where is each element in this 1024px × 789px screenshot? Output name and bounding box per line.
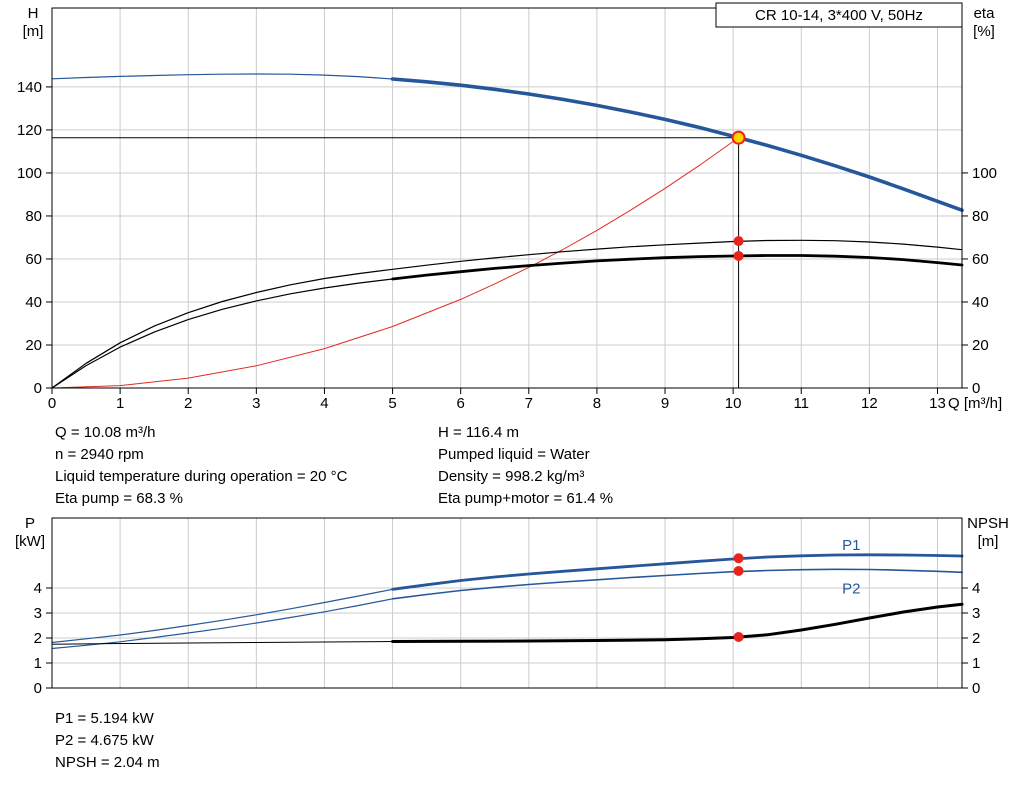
- bottom-tick-label: 4: [320, 395, 328, 412]
- right-tick-label: 4: [972, 580, 980, 597]
- series-eta-pump-motor-thin: [51, 278, 394, 389]
- right-axis-title: eta: [974, 5, 996, 22]
- pump-title: CR 10-14, 3*400 V, 50Hz: [755, 7, 923, 24]
- bottom-tick-label: 2: [184, 395, 192, 412]
- left-tick-label: 40: [25, 294, 42, 311]
- p1-point: [733, 553, 744, 564]
- left-tick-label: 120: [17, 122, 42, 139]
- readout-speed: n = 2940 rpm: [55, 446, 144, 463]
- bottom-tick-label: 13: [929, 395, 946, 412]
- duty-point-readouts: Q = 10.08 m³/h n = 2940 rpm Liquid tempe…: [0, 415, 1024, 510]
- left-tick-label: 3: [34, 605, 42, 622]
- series-eta-pump-motor: [391, 254, 964, 281]
- left-tick-label: 4: [34, 580, 42, 597]
- bottom-tick-label: 3: [252, 395, 260, 412]
- readout-pumped-liquid: Pumped liquid = Water: [438, 446, 590, 463]
- readout-column-right: H = 116.4 m Pumped liquid = Water Densit…: [438, 422, 613, 510]
- right-tick-label: 20: [972, 337, 989, 354]
- power-readouts: P1 = 5.194 kW P2 = 4.675 kW NPSH = 2.04 …: [0, 700, 1024, 789]
- eta-pump-point: [733, 236, 744, 247]
- right-tick-label: 80: [972, 208, 989, 225]
- left-tick-label: 140: [17, 79, 42, 96]
- bottom-tick-label: 5: [388, 395, 396, 412]
- readout-p1: P1 = 5.194 kW: [55, 710, 154, 727]
- left-tick-label: 0: [34, 680, 42, 697]
- bottom-tick-label: 10: [725, 395, 742, 412]
- series-npsh: [391, 602, 964, 643]
- left-tick-label: 20: [25, 337, 42, 354]
- bottom-tick-label: 11: [793, 395, 809, 412]
- series-p1: [391, 553, 964, 591]
- readout-column-left: Q = 10.08 m³/h n = 2940 rpm Liquid tempe…: [55, 422, 347, 510]
- series-p2-thin: [51, 598, 394, 650]
- operating-point: [731, 130, 746, 145]
- plot-border: [51, 517, 963, 689]
- readout-eta-pump-motor: Eta pump+motor = 61.4 %: [438, 490, 614, 507]
- left-axis-unit: [kW]: [15, 533, 45, 550]
- series-system-curve: [51, 137, 740, 389]
- right-axis-unit: [%]: [973, 23, 995, 40]
- right-tick-label: 3: [972, 605, 980, 622]
- left-axis-unit: [m]: [23, 23, 44, 40]
- series-eta-pump: [51, 239, 963, 389]
- plot-border: [51, 7, 963, 389]
- left-tick-label: 100: [17, 165, 42, 182]
- pump-title-box: [715, 2, 963, 28]
- bottom-tick-label: 7: [525, 395, 533, 412]
- readout-eta-pump: Eta pump = 68.3 %: [55, 490, 183, 507]
- bottom-tick-label: 0: [48, 395, 56, 412]
- left-tick-label: 80: [25, 208, 42, 225]
- series-head-curve-thin: [51, 73, 394, 80]
- readout-npsh: NPSH = 2.04 m: [55, 754, 160, 771]
- right-tick-label: 0: [972, 380, 980, 397]
- right-tick-label: 100: [972, 165, 997, 182]
- bottom-tick-label: 8: [593, 395, 601, 412]
- left-axis-title: P: [25, 515, 35, 532]
- power-npsh-chart: 0 1 2 3 4 0 1 2 3 4 P[kW] NPSH[m] P1 P2: [15, 515, 1009, 697]
- series-head-curve: [390, 77, 964, 212]
- bottom-tick-label: 12: [861, 395, 878, 412]
- left-tick-label: 0: [34, 380, 42, 397]
- bottom-tick-label: 9: [661, 395, 669, 412]
- readout-liquid-temperature: Liquid temperature during operation = 20…: [55, 468, 348, 485]
- readout-density: Density = 998.2 kg/m³: [438, 468, 585, 485]
- eta-pump-motor-point: [733, 250, 744, 261]
- right-tick-label: 1: [972, 655, 980, 672]
- npsh-point: [733, 632, 744, 642]
- left-tick-label: 1: [34, 655, 42, 672]
- right-axis-title: NPSH: [967, 515, 1009, 532]
- readout-p2: P2 = 4.675 kW: [55, 732, 154, 749]
- left-axis-title: H: [28, 5, 39, 22]
- right-tick-label: 40: [972, 294, 989, 311]
- series-label-p2: P2: [842, 581, 860, 598]
- right-axis-unit: [m]: [978, 533, 999, 550]
- series-npsh-thin: [51, 641, 394, 645]
- right-tick-label: 60: [972, 251, 989, 268]
- readout-head: H = 116.4 m: [438, 424, 520, 441]
- right-tick-label: 2: [972, 630, 980, 647]
- series-label-p1: P1: [842, 537, 860, 554]
- series-p2: [391, 568, 963, 600]
- left-tick-label: 2: [34, 630, 42, 647]
- readout-q: Q = 10.08 m³/h: [55, 424, 156, 441]
- left-tick-label: 60: [25, 251, 42, 268]
- bottom-tick-label: 1: [116, 395, 124, 412]
- right-tick-label: 0: [972, 680, 980, 697]
- p2-point: [733, 566, 744, 576]
- bottom-tick-label: 6: [457, 395, 465, 412]
- series-p1-thin: [51, 588, 394, 644]
- x-axis-unit-label: Q [m³/h]: [948, 395, 1002, 412]
